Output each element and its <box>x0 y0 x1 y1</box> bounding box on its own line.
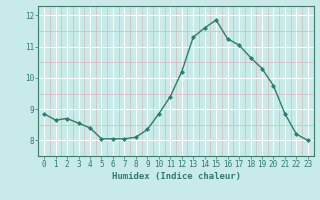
X-axis label: Humidex (Indice chaleur): Humidex (Indice chaleur) <box>111 172 241 181</box>
